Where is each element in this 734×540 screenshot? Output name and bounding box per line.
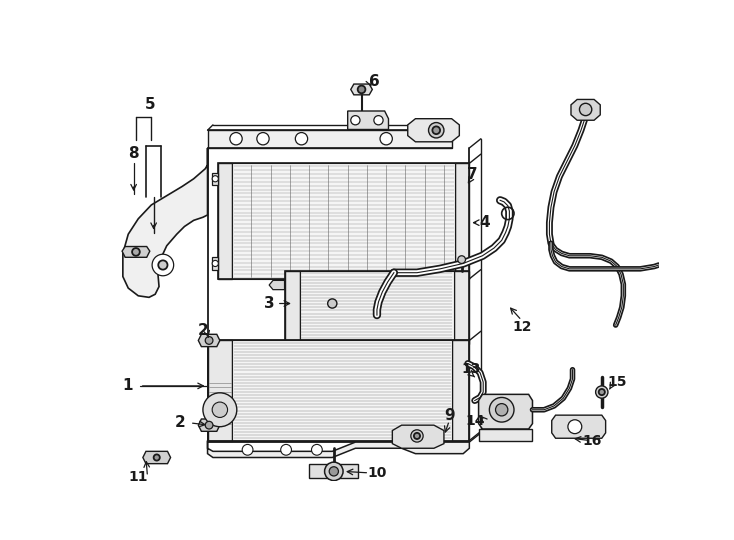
Circle shape: [595, 386, 608, 398]
Circle shape: [295, 132, 308, 145]
Circle shape: [351, 116, 360, 125]
Bar: [285, 271, 469, 343]
Polygon shape: [571, 99, 600, 120]
Bar: [456, 164, 469, 279]
Text: 14: 14: [465, 414, 484, 428]
Text: 16: 16: [583, 434, 602, 448]
Circle shape: [414, 433, 420, 439]
Circle shape: [568, 420, 582, 434]
Bar: [300, 271, 454, 343]
Text: 13: 13: [461, 362, 481, 376]
Circle shape: [599, 389, 605, 395]
Circle shape: [458, 256, 465, 264]
Text: 6: 6: [369, 74, 380, 89]
Circle shape: [330, 467, 338, 476]
Polygon shape: [393, 425, 444, 448]
Text: 4: 4: [479, 215, 490, 230]
Polygon shape: [309, 464, 358, 477]
Polygon shape: [123, 148, 208, 298]
Circle shape: [212, 260, 218, 267]
Text: 2: 2: [197, 323, 208, 338]
Bar: [218, 164, 232, 279]
Text: 3: 3: [264, 296, 275, 311]
Text: 11: 11: [128, 470, 148, 484]
Text: 2: 2: [175, 415, 185, 430]
Circle shape: [495, 403, 508, 416]
Circle shape: [212, 402, 228, 417]
Circle shape: [152, 254, 174, 276]
Circle shape: [206, 336, 213, 345]
Circle shape: [327, 299, 337, 308]
Polygon shape: [351, 84, 372, 95]
Text: 15: 15: [608, 375, 627, 389]
Polygon shape: [552, 415, 606, 438]
Circle shape: [432, 126, 440, 134]
Circle shape: [429, 123, 444, 138]
Polygon shape: [212, 173, 218, 185]
Circle shape: [203, 393, 237, 427]
Polygon shape: [198, 334, 220, 347]
Polygon shape: [269, 280, 285, 289]
Bar: [285, 271, 300, 343]
Circle shape: [324, 462, 343, 481]
Circle shape: [257, 132, 269, 145]
Bar: [218, 164, 469, 279]
Polygon shape: [408, 119, 459, 142]
Bar: [454, 271, 469, 343]
Text: 8: 8: [128, 146, 139, 161]
Polygon shape: [208, 441, 469, 457]
Text: 5: 5: [145, 97, 155, 112]
Polygon shape: [479, 429, 532, 441]
Circle shape: [132, 248, 139, 256]
Circle shape: [153, 455, 160, 461]
Polygon shape: [143, 451, 170, 464]
Circle shape: [579, 103, 592, 116]
Circle shape: [230, 132, 242, 145]
Circle shape: [411, 430, 423, 442]
Bar: [452, 340, 469, 441]
Polygon shape: [122, 247, 150, 257]
Polygon shape: [208, 130, 451, 148]
Text: 1: 1: [123, 379, 133, 394]
Circle shape: [374, 116, 383, 125]
Text: 9: 9: [444, 408, 454, 423]
Bar: [448, 182, 462, 193]
Polygon shape: [212, 257, 218, 269]
Text: 7: 7: [467, 167, 478, 181]
Circle shape: [357, 85, 366, 93]
Bar: [232, 164, 456, 279]
Bar: [208, 340, 469, 441]
Text: 10: 10: [367, 466, 387, 480]
Polygon shape: [198, 419, 220, 431]
Text: 12: 12: [512, 320, 531, 334]
Circle shape: [212, 176, 218, 182]
Circle shape: [280, 444, 291, 455]
Circle shape: [159, 260, 167, 269]
Polygon shape: [479, 394, 532, 429]
Bar: [232, 340, 452, 441]
Bar: [208, 340, 232, 441]
Circle shape: [206, 421, 213, 429]
Polygon shape: [348, 111, 388, 130]
Circle shape: [490, 397, 514, 422]
Polygon shape: [443, 179, 467, 195]
Circle shape: [242, 444, 253, 455]
Circle shape: [311, 444, 322, 455]
Circle shape: [380, 132, 393, 145]
